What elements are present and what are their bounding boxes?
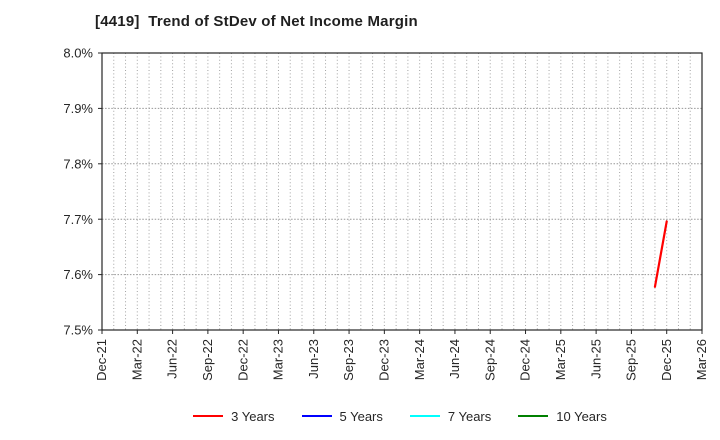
y-tick-label: 8.0%: [63, 46, 93, 61]
legend-entry-3-years: 3 Years: [193, 408, 275, 424]
legend-entry-10-years: 10 Years: [518, 409, 607, 424]
x-tick-label: Sep-25: [624, 339, 639, 381]
x-tick-label: Mar-26: [694, 339, 709, 380]
legend-entry-7-years: 7 Years: [409, 408, 492, 424]
plot-border: [101, 52, 703, 331]
legend-label: 10 Years: [556, 408, 607, 424]
x-tick-label: Dec-24: [518, 339, 533, 381]
series-line-3-years: [653, 220, 668, 288]
x-tick-label: Mar-23: [271, 339, 286, 380]
x-tick-label: Jun-25: [588, 339, 603, 379]
chart-legend: 3 Years 5 Years 7 Years 10 Years: [80, 404, 720, 428]
chart-title: [4419] Trend of StDev of Net Income Marg…: [95, 13, 418, 30]
y-tick-label: 7.9%: [63, 101, 93, 116]
y-tick-label: 7.8%: [63, 156, 93, 171]
y-tick-label: 7.7%: [63, 212, 93, 227]
x-tick-label: Dec-25: [659, 339, 674, 381]
x-tick-label: Jun-24: [447, 339, 462, 379]
x-tick-label: Mar-22: [129, 339, 144, 380]
legend-entry-5-years: 5 Years: [301, 408, 383, 424]
legend-label: 5 Years: [339, 408, 383, 424]
x-tick-label: Sep-23: [341, 339, 356, 381]
x-tick-label: Dec-22: [235, 339, 250, 381]
legend-line-swatch: [518, 414, 549, 418]
y-tick-label: 7.5%: [63, 323, 93, 338]
x-tick-label: Mar-24: [412, 339, 427, 380]
legend-line-swatch: [193, 414, 224, 418]
legend-label: 3 Years: [231, 408, 275, 424]
x-tick-label: Jun-23: [306, 339, 321, 379]
x-tick-label: Dec-23: [377, 339, 392, 381]
x-tick-label: Jun-22: [165, 339, 180, 379]
x-tick-label: Sep-24: [482, 339, 497, 381]
legend-line-swatch: [301, 414, 332, 418]
legend-line-swatch: [409, 414, 440, 418]
plot-area: Dec-21 Mar-22 Jun-22 Sep-22 Dec-22 Mar-23 Jun-…: [63, 46, 709, 381]
legend-label: 7 Years: [447, 408, 492, 424]
x-tick-label: Dec-21: [94, 339, 109, 381]
x-tick-label: Sep-22: [200, 339, 215, 381]
y-tick-label: 7.6%: [63, 267, 93, 282]
x-tick-label: Mar-25: [553, 339, 568, 380]
